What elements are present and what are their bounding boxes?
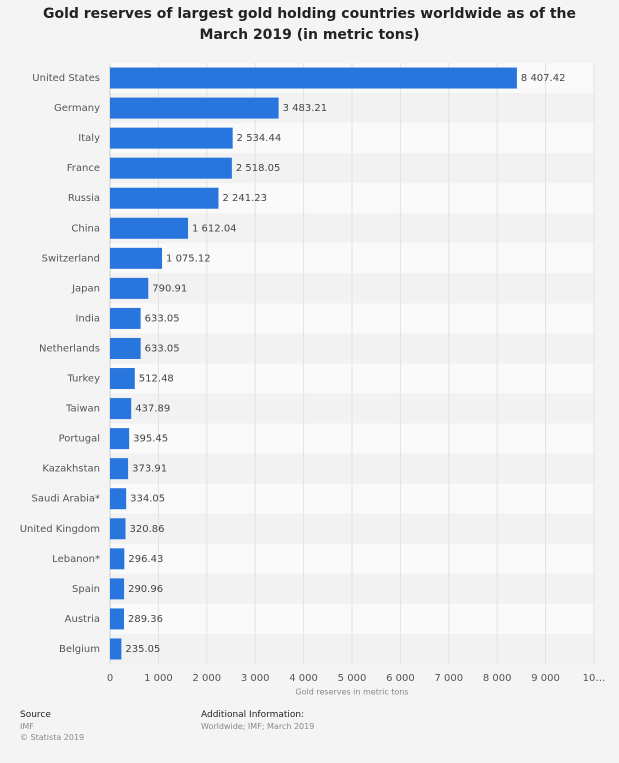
value-label: 790.91: [152, 283, 187, 294]
y-tick-label: Belgium: [59, 644, 100, 655]
y-tick-label: Taiwan: [65, 404, 100, 415]
value-label: 2 534.44: [237, 133, 282, 144]
bar: [110, 307, 141, 329]
x-tick-label: 1 000: [144, 673, 173, 684]
value-label: 437.89: [135, 404, 170, 415]
bar: [110, 488, 127, 510]
y-tick-label: Austria: [65, 614, 100, 625]
info-block: Additional Information: Worldwide; IMF; …: [201, 710, 314, 732]
y-tick-label: United Kingdom: [20, 524, 100, 535]
y-tick-label: India: [75, 313, 100, 324]
y-tick-label: United States: [32, 73, 100, 84]
y-tick-label: Kazakhstan: [42, 464, 100, 475]
bar: [110, 217, 189, 239]
value-label: 1 612.04: [192, 223, 237, 234]
info: Worldwide; IMF; March 2019: [201, 722, 315, 731]
bar: [110, 518, 126, 540]
value-label: 290.96: [128, 584, 163, 595]
x-tick-label: 5 000: [338, 673, 367, 684]
x-tick-label: 8 000: [483, 673, 512, 684]
x-tick-label: 0: [107, 673, 113, 684]
value-label: 373.91: [132, 464, 167, 475]
value-label: 1 075.12: [166, 253, 211, 264]
y-tick-label: Japan: [71, 283, 100, 294]
x-axis-label: Gold reserves in metric tons: [295, 688, 408, 697]
y-tick-label: Netherlands: [39, 343, 100, 354]
x-tick-label: 6 000: [386, 673, 415, 684]
y-tick-label: Portugal: [59, 434, 100, 445]
value-label: 8 407.42: [521, 73, 566, 84]
value-label: 320.86: [130, 524, 165, 535]
value-label: 296.43: [128, 554, 163, 565]
bar: [110, 638, 122, 660]
x-tick-label: 3 000: [241, 673, 270, 684]
bar: [110, 277, 149, 299]
copyright: © Statista 2019: [20, 733, 85, 742]
bar: [110, 247, 163, 269]
bar: [110, 67, 517, 89]
source: IMF: [20, 722, 34, 731]
value-label: 395.45: [133, 434, 168, 445]
bar: [110, 127, 233, 149]
bar: [110, 337, 141, 359]
chart-title: Gold reserves of largest gold holding co…: [42, 6, 577, 43]
bar: [110, 548, 125, 570]
bar: [110, 187, 219, 209]
y-tick-label: Lebanon*: [52, 554, 100, 565]
info-title: Additional Information:: [201, 710, 305, 720]
x-tick-label: 7 000: [434, 673, 463, 684]
y-tick-label: Russia: [68, 193, 100, 204]
bar: [110, 458, 129, 480]
bar: [110, 97, 279, 119]
bar: [110, 578, 125, 600]
value-label: 512.48: [139, 374, 174, 385]
value-label: 2 518.05: [236, 163, 281, 174]
source-title: Source: [20, 710, 51, 720]
bar: [110, 157, 232, 179]
y-tick-label: Switzerland: [42, 253, 100, 264]
x-tick-label: 10…: [583, 673, 606, 684]
y-tick-label: Germany: [54, 103, 100, 114]
value-label: 2 241.23: [222, 193, 267, 204]
y-tick-label: Turkey: [66, 374, 100, 385]
value-label: 334.05: [130, 494, 165, 505]
bar: [110, 428, 130, 450]
y-tick-label: Italy: [78, 133, 100, 144]
value-label: 633.05: [145, 313, 180, 324]
bar: [110, 368, 135, 390]
value-label: 289.36: [128, 614, 163, 625]
y-tick-label: France: [67, 163, 100, 174]
bar: [110, 398, 132, 420]
x-tick-label: 2 000: [192, 673, 221, 684]
value-label: 633.05: [145, 343, 180, 354]
x-tick-label: 4 000: [289, 673, 318, 684]
bar: [110, 608, 125, 630]
y-tick-label: Spain: [72, 584, 100, 595]
source-block: Source IMF © Statista 2019: [20, 710, 84, 743]
y-tick-label: China: [71, 223, 100, 234]
x-tick-label: 9 000: [531, 673, 560, 684]
value-label: 235.05: [125, 644, 160, 655]
y-tick-label: Saudi Arabia*: [32, 494, 100, 505]
value-label: 3 483.21: [283, 103, 328, 114]
